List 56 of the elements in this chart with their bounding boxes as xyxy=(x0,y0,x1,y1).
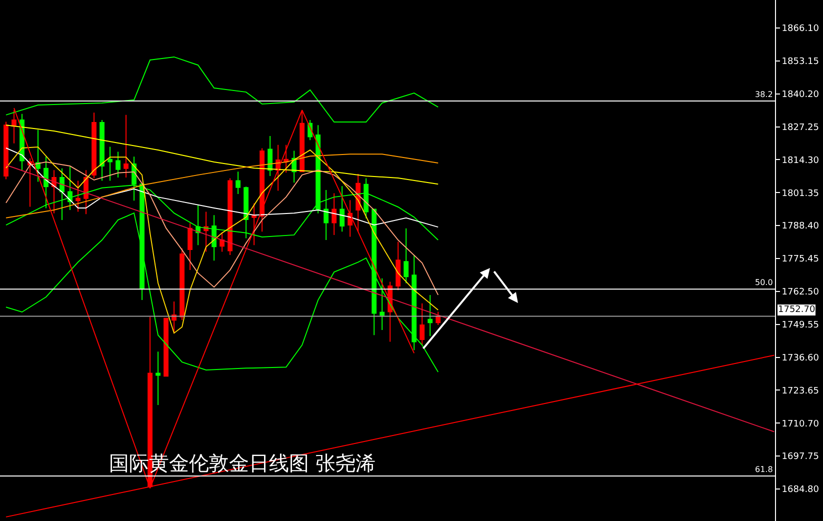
candlestick xyxy=(396,241,401,291)
candlestick xyxy=(172,301,177,334)
annotation: 61.8 xyxy=(755,465,773,474)
line-series xyxy=(6,146,439,334)
annotation: 50.0 xyxy=(755,278,773,287)
candlestick xyxy=(116,151,120,178)
y-tick-label: 1788.40 xyxy=(782,222,820,232)
candlestick xyxy=(268,136,273,176)
candlestick xyxy=(124,114,128,178)
line-series xyxy=(6,56,439,123)
line-series xyxy=(6,147,439,228)
candlestick xyxy=(276,144,281,192)
y-tick-label: 1723.65 xyxy=(782,386,820,396)
y-tick-label: 1840.20 xyxy=(782,90,820,100)
y-tick-label: 1762.50 xyxy=(782,288,820,298)
candlestick xyxy=(236,171,241,195)
y-tick-label: 1775.45 xyxy=(782,254,820,265)
y-tick-label: 1827.25 xyxy=(782,122,820,133)
candlestick xyxy=(100,120,104,182)
y-tick-label: 1801.35 xyxy=(782,188,820,199)
ref-line-label: 1752.70 xyxy=(778,305,816,315)
candlestick xyxy=(252,202,257,246)
candlestick xyxy=(220,232,225,252)
candlestick xyxy=(420,302,425,346)
y-tick-label: 1697.75 xyxy=(782,452,820,462)
y-tick-label: 1684.80 xyxy=(782,485,820,496)
candlestick xyxy=(404,228,409,284)
y-tick-label: 1710.70 xyxy=(782,419,820,430)
candlestick xyxy=(428,294,433,337)
candlestick xyxy=(332,192,337,236)
candlestick xyxy=(28,158,32,208)
candlestick xyxy=(412,254,417,351)
candlestick xyxy=(180,248,185,321)
candlestick xyxy=(284,144,289,174)
annotation: 38.2 xyxy=(755,90,773,99)
y-tick-label: 1853.15 xyxy=(782,57,820,68)
y-tick-label: 1866.10 xyxy=(782,24,820,34)
candlestick xyxy=(52,170,56,214)
candlestick xyxy=(108,146,112,182)
candlestick xyxy=(156,351,160,406)
candlestick xyxy=(36,129,40,182)
y-tick-label: 1749.55 xyxy=(782,320,820,330)
candlestick xyxy=(188,222,193,271)
candlestick xyxy=(260,148,265,232)
candlestick xyxy=(228,178,233,256)
line-series xyxy=(6,154,439,218)
candlestick xyxy=(4,121,8,180)
y-tick-label: 1736.60 xyxy=(782,353,820,364)
line-series xyxy=(6,124,439,185)
candlestick xyxy=(92,112,96,179)
candlestick xyxy=(164,318,168,377)
candlestick xyxy=(348,200,353,238)
y-tick-label: 1814.30 xyxy=(782,156,820,166)
candlestick xyxy=(76,180,80,212)
line-series xyxy=(6,161,439,296)
candlestick xyxy=(380,278,385,331)
